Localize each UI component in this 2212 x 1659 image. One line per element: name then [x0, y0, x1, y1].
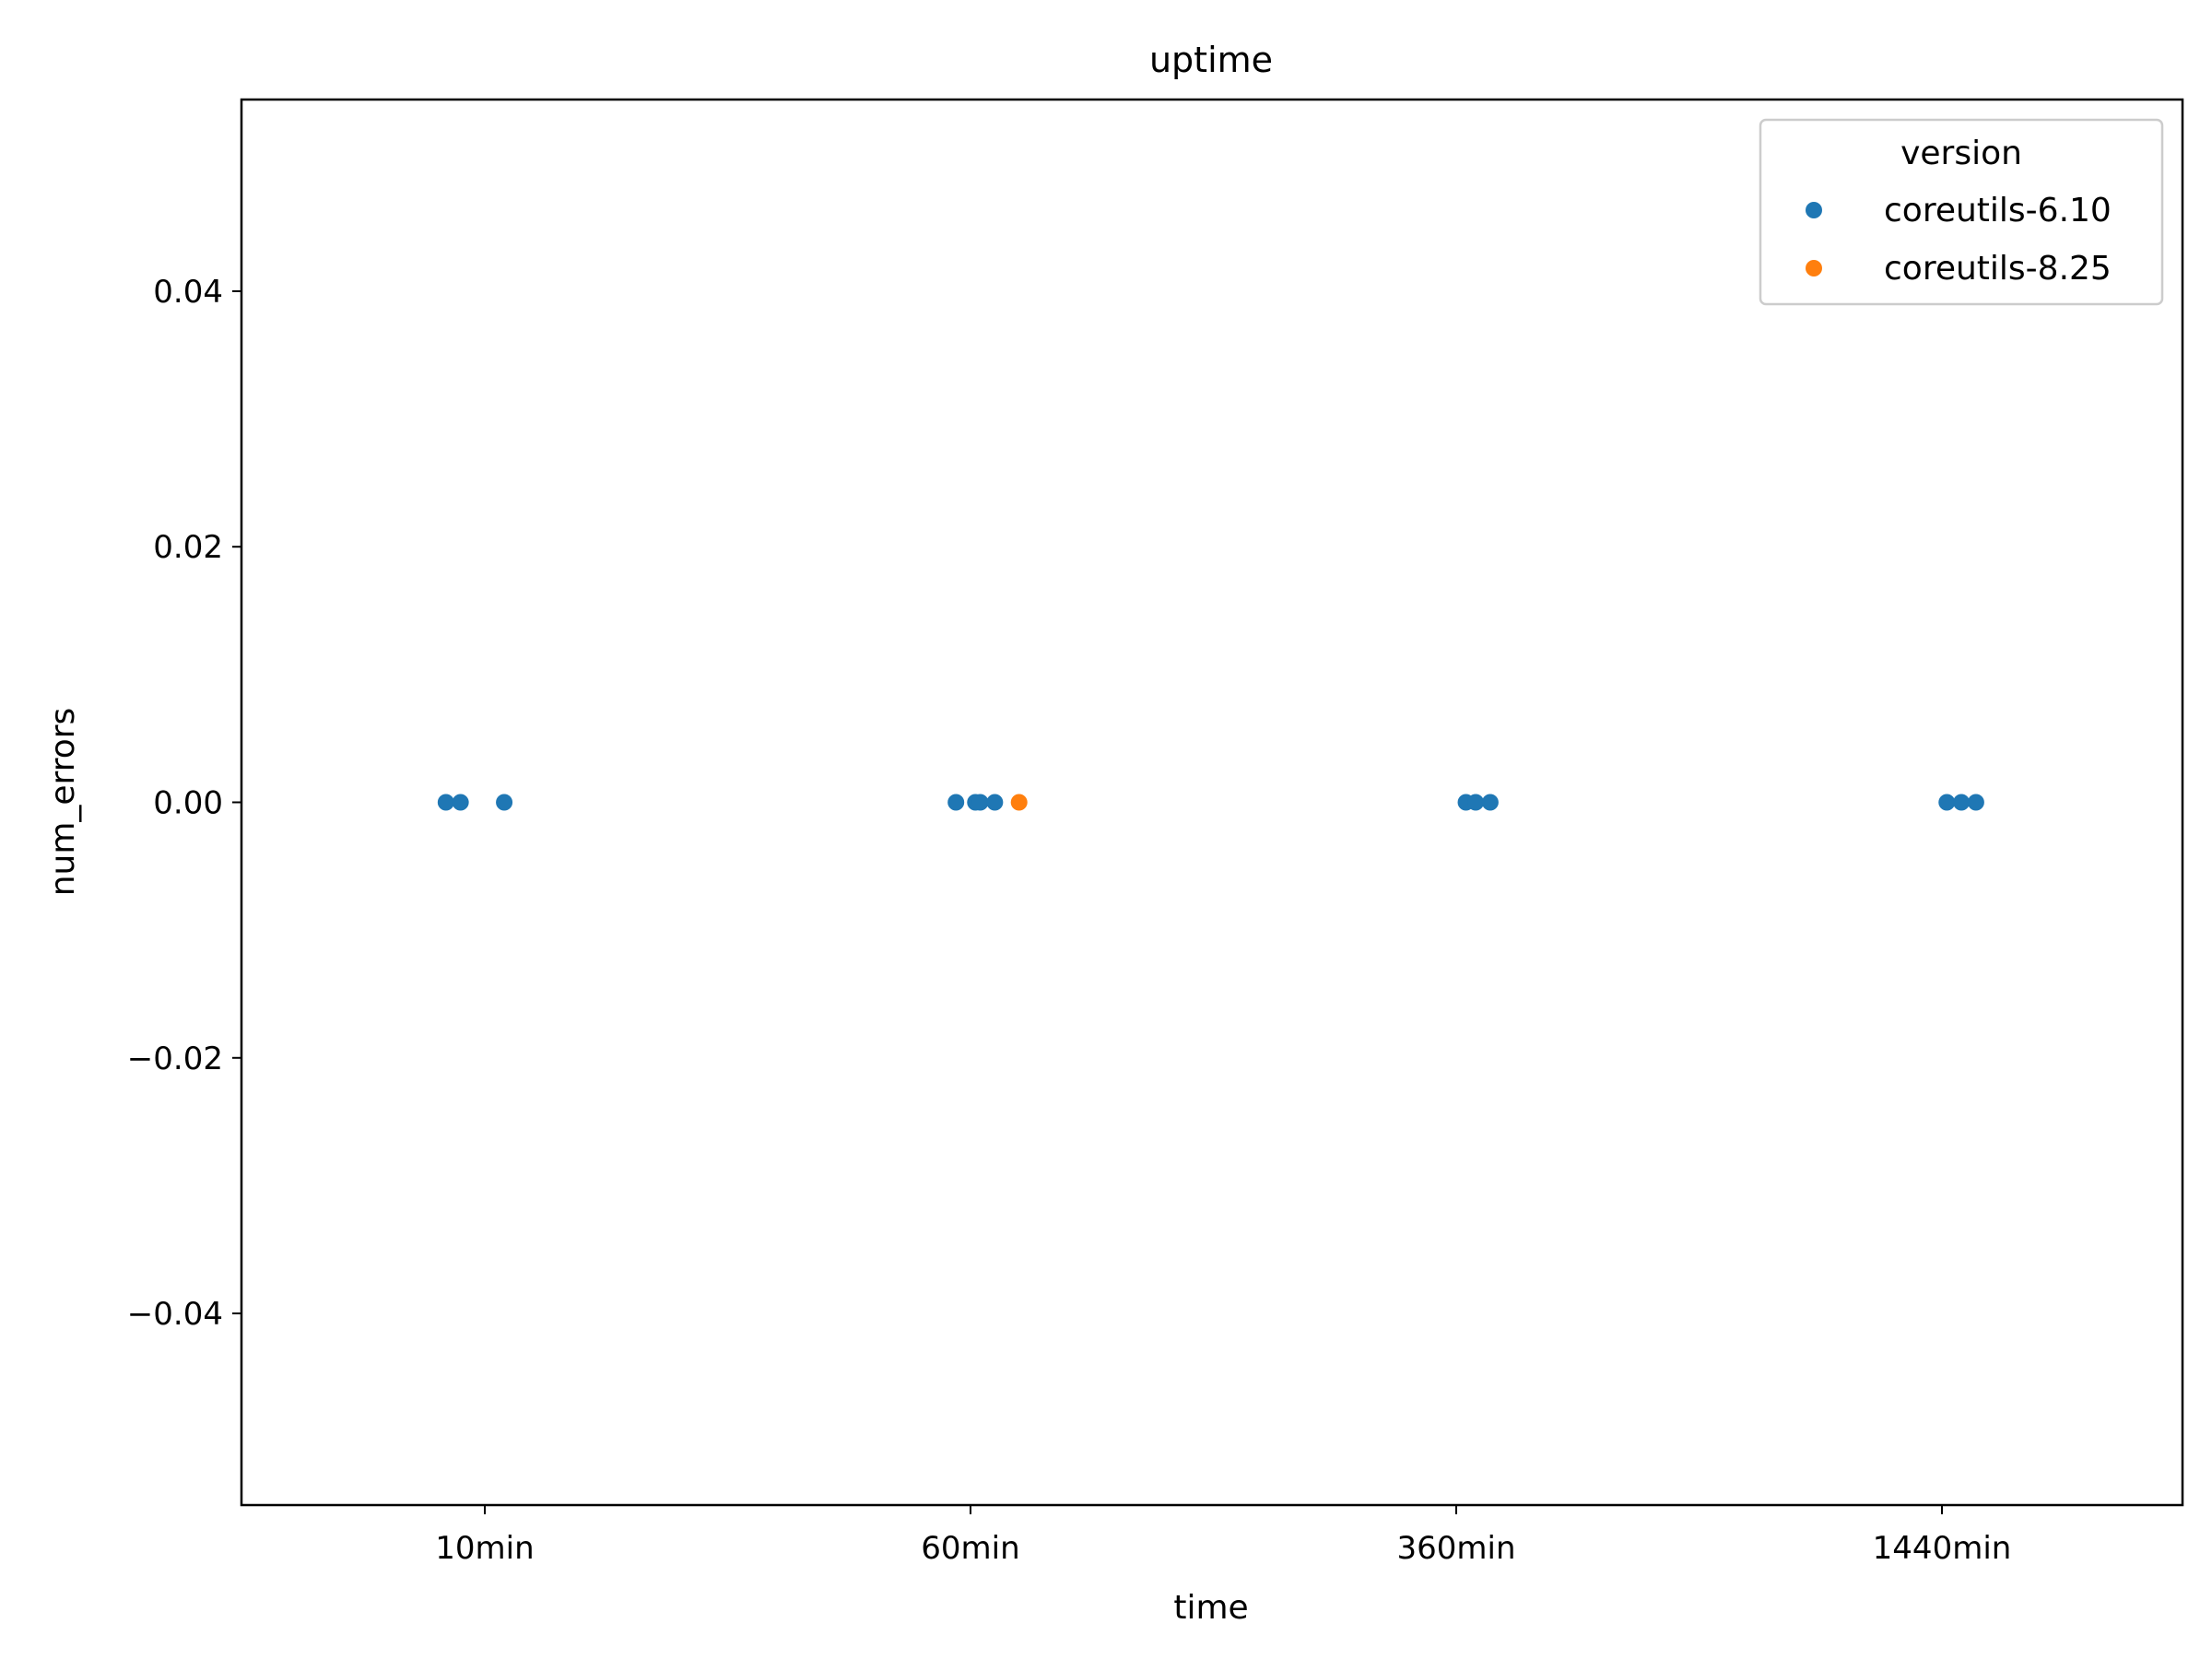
x-axis-label: time	[1173, 1589, 1248, 1627]
data-point-series-0	[986, 794, 1004, 811]
data-point-series-0	[496, 794, 513, 811]
legend-marker-coreutils-6-10	[1806, 202, 1822, 218]
data-point-series-0	[1481, 794, 1499, 811]
x-axis: 10min 60min 360min 1440min	[435, 1505, 2011, 1567]
data-point-series-0	[971, 794, 989, 811]
x-tick-label: 360min	[1396, 1530, 1515, 1567]
legend-entry-coreutils-6-10: coreutils-6.10	[1884, 192, 2112, 229]
data-point-series-0	[1938, 794, 1956, 811]
data-point-series-0	[1967, 794, 1984, 811]
data-points	[437, 794, 1984, 811]
y-axis: −0.04 −0.02 0.00 0.02 0.04	[127, 274, 241, 1333]
legend: version coreutils-6.10 coreutils-8.25	[1759, 118, 2164, 306]
y-tick-label: 0.04	[153, 274, 223, 311]
data-point-series-0	[1953, 794, 1971, 811]
y-axis-label: num_errors	[44, 708, 82, 897]
x-tick-label: 10min	[435, 1530, 534, 1567]
plot-area	[240, 98, 2184, 1507]
data-point-series-0	[452, 794, 469, 811]
x-tick-label: 60min	[921, 1530, 1019, 1567]
y-tick-label: −0.02	[127, 1041, 223, 1077]
legend-entry-coreutils-8-25: coreutils-8.25	[1884, 250, 2112, 288]
data-point-series-0	[947, 794, 965, 811]
legend-title: version	[1900, 135, 2022, 172]
y-tick-label: 0.02	[153, 529, 223, 566]
y-tick-label: 0.00	[153, 785, 223, 822]
data-point-series-0	[1467, 794, 1485, 811]
y-tick-label: −0.04	[127, 1296, 223, 1333]
chart-title: uptime	[1149, 40, 1273, 80]
x-tick-label: 1440min	[1873, 1530, 2012, 1567]
legend-marker-coreutils-8-25	[1806, 260, 1822, 276]
data-point-series-1	[1010, 794, 1028, 811]
legend-frame	[1759, 118, 2164, 306]
data-point-series-0	[437, 794, 454, 811]
